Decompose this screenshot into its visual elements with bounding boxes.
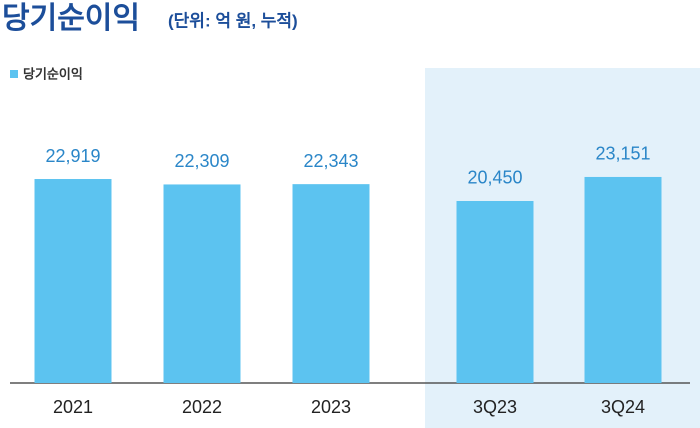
value-label: 22,309: [174, 151, 229, 171]
value-label: 20,450: [467, 168, 522, 188]
bar: [34, 179, 112, 383]
legend-label: 당기순이익: [23, 66, 83, 81]
chart-subtitle: (단위: 억 원, 누적): [168, 11, 298, 30]
legend-swatch: [10, 70, 18, 78]
x-tick-label: 2023: [311, 397, 351, 417]
x-tick-label: 2022: [182, 397, 222, 417]
chart-title: 당기순이익: [2, 2, 140, 35]
bar: [584, 176, 662, 383]
bar: [292, 184, 370, 383]
x-tick-label: 3Q24: [601, 397, 645, 417]
bar: [163, 184, 241, 383]
x-tick-label: 3Q23: [473, 397, 517, 417]
value-label: 22,343: [303, 151, 358, 171]
value-label: 22,919: [45, 146, 100, 166]
bar: [456, 200, 534, 383]
value-label: 23,151: [595, 144, 650, 164]
x-tick-label: 2021: [53, 397, 93, 417]
